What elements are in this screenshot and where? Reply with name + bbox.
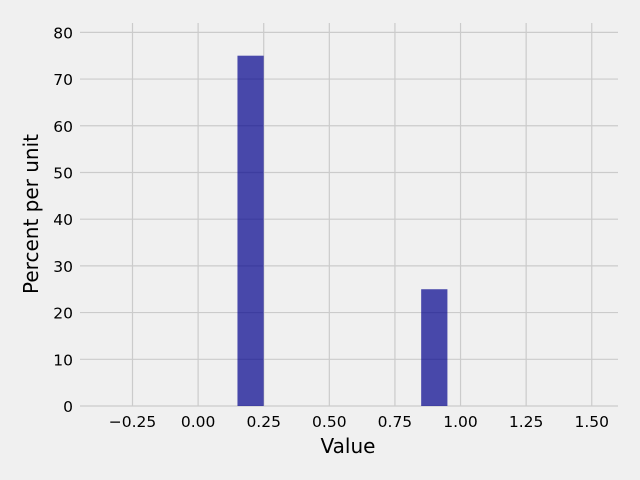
- y-tick-label: 0: [63, 398, 73, 416]
- histogram-bar: [237, 55, 264, 406]
- y-gridlines: [80, 31, 618, 407]
- y-tick-label: 10: [53, 351, 73, 369]
- x-tick-label: 1.50: [574, 413, 609, 431]
- y-tick-label: 30: [53, 258, 73, 276]
- x-tick-label: 0.50: [312, 413, 347, 431]
- y-tick-label: 20: [53, 305, 73, 323]
- x-tick-label: 0.75: [378, 413, 413, 431]
- histogram-bar: [421, 289, 448, 406]
- y-axis-tick-labels: 0 10 20 30 40 50 60 70 80: [53, 24, 73, 416]
- y-tick-label: 70: [53, 71, 73, 89]
- x-tick-label: 0.25: [246, 413, 281, 431]
- x-axis-label: Value: [321, 434, 376, 458]
- x-tick-label: −0.25: [109, 413, 157, 431]
- histogram-bars: [237, 55, 448, 406]
- x-axis-tick-labels: −0.25 0.00 0.25 0.50 0.75 1.00 1.25 1.50: [109, 413, 609, 431]
- y-axis-label: Percent per unit: [19, 134, 43, 294]
- x-tick-label: 1.00: [443, 413, 478, 431]
- x-tick-label: 1.25: [509, 413, 544, 431]
- y-tick-label: 40: [53, 211, 73, 229]
- y-tick-label: 60: [53, 118, 73, 136]
- y-tick-label: 80: [53, 24, 73, 42]
- x-tick-label: 0.00: [181, 413, 216, 431]
- y-tick-label: 50: [53, 164, 73, 182]
